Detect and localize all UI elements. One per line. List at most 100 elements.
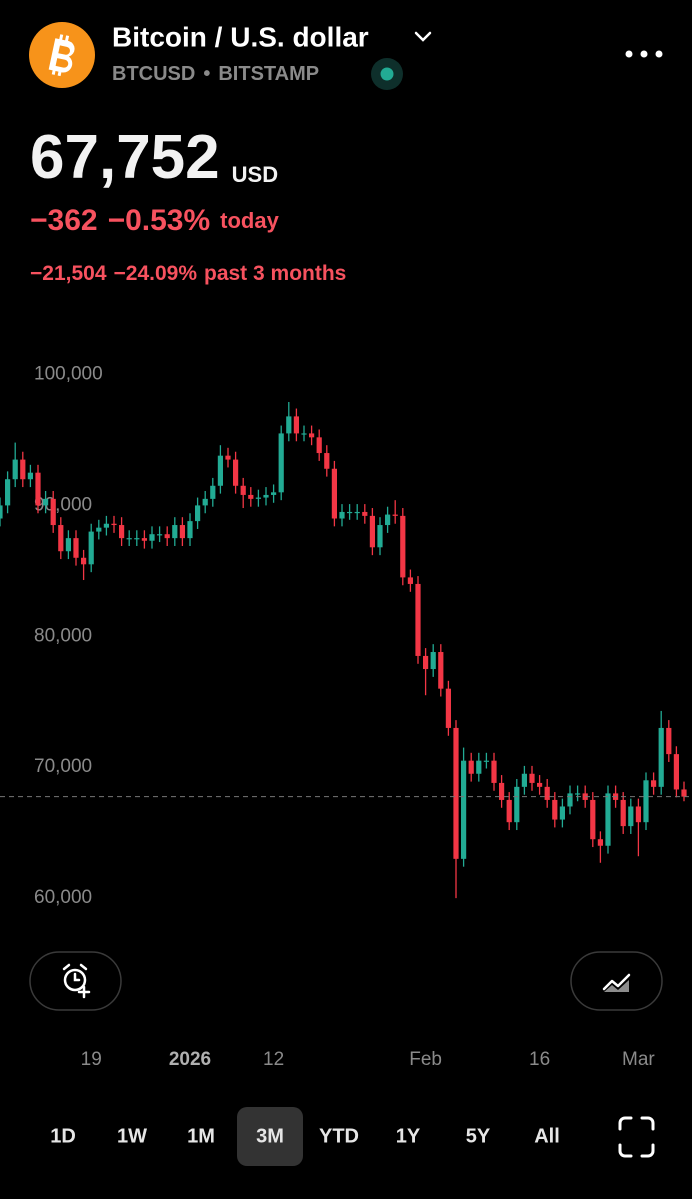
candle-body <box>286 416 292 434</box>
y-tick-label: 100,000 <box>34 364 103 385</box>
candle-body <box>666 727 672 755</box>
candle-body <box>673 754 679 790</box>
more-menu[interactable] <box>625 50 663 58</box>
candle-body <box>301 433 307 435</box>
candle-body <box>248 494 254 499</box>
candle-body <box>126 538 132 540</box>
separator: • <box>203 63 210 85</box>
candle-body <box>119 525 125 539</box>
candle-body <box>240 485 246 495</box>
ticker: BTCUSD <box>112 63 195 85</box>
x-tick-label: 12 <box>263 1049 284 1070</box>
bitcoin-logo <box>29 22 95 88</box>
candle-body <box>499 782 505 800</box>
candle-body <box>559 806 565 820</box>
candle-body <box>415 583 421 656</box>
candle-body <box>423 655 429 670</box>
candle-body <box>103 523 109 528</box>
candle-body <box>293 416 299 434</box>
candle-body <box>111 523 117 526</box>
range-button[interactable]: 1M <box>187 1125 215 1147</box>
range-button[interactable]: YTD <box>319 1125 359 1147</box>
candle-body <box>309 433 315 438</box>
candle-body <box>575 793 581 795</box>
candle-body <box>483 760 489 762</box>
candle-body <box>271 492 277 495</box>
range-active-bg <box>237 1107 303 1166</box>
candle-body <box>590 799 596 840</box>
x-tick-label: Mar <box>622 1049 655 1070</box>
candle-body <box>0 505 3 519</box>
candle-body <box>73 538 79 558</box>
candle-body <box>331 468 337 519</box>
fullscreen-button[interactable] <box>618 1116 655 1158</box>
price-chart[interactable]: 60,000 70,000 80,000 90,000 100,000 19 2026 12 F… <box>0 364 692 1070</box>
candle-body <box>597 839 603 846</box>
candle-body <box>149 534 155 541</box>
subtitle: BTCUSD • BITSTAMP <box>112 63 319 85</box>
range-button[interactable]: 3M <box>256 1125 284 1147</box>
candle-body <box>157 534 163 536</box>
candle-body <box>164 534 170 539</box>
candle-body <box>491 760 497 783</box>
candle-body <box>544 786 550 800</box>
candle-body <box>620 799 626 827</box>
range-button[interactable]: 1Y <box>396 1125 421 1147</box>
candle-body <box>43 498 49 506</box>
range-button[interactable]: 1W <box>117 1125 147 1147</box>
candle-body <box>179 525 185 539</box>
candle-body <box>195 505 201 522</box>
candle-body <box>453 727 459 859</box>
change-pct: −0.53% <box>108 204 211 237</box>
range-button[interactable]: 5Y <box>466 1125 491 1147</box>
candle-body <box>134 538 140 540</box>
candle-body <box>50 498 56 526</box>
range-button[interactable]: 1D <box>50 1125 76 1147</box>
candle-body <box>172 525 178 539</box>
candle-body <box>476 760 482 774</box>
range-button[interactable]: All <box>534 1125 560 1147</box>
candle-body <box>461 760 467 859</box>
candle-body <box>187 521 193 539</box>
candle-body <box>354 511 360 514</box>
candle-body <box>88 531 94 565</box>
candle-body <box>537 782 543 787</box>
market-status-dot <box>380 67 394 81</box>
title-chevron[interactable] <box>414 31 432 42</box>
candle-body <box>552 799 558 820</box>
period-change-pct: −24.09% <box>114 262 198 285</box>
candle-body <box>643 780 649 823</box>
range-selector: 1D 1W 1M 3M YTD 1Y 5Y All <box>50 1107 560 1166</box>
candle-body <box>407 577 413 584</box>
candle-body <box>658 727 664 787</box>
indicators-button[interactable] <box>570 951 663 1011</box>
candle-body <box>324 453 330 469</box>
candle-body <box>377 525 383 548</box>
x-tick-label: 2026 <box>169 1049 211 1070</box>
change-line: −362 −0.53% today <box>30 204 280 237</box>
candle-body <box>347 511 353 514</box>
exchange: BITSTAMP <box>218 63 319 85</box>
currency: USD <box>232 162 278 187</box>
candle-body <box>369 515 375 548</box>
candle-body <box>514 786 520 823</box>
candle-body <box>65 538 71 552</box>
candle-body <box>468 760 474 774</box>
candle-body <box>567 793 573 807</box>
candle-body <box>96 527 102 532</box>
y-tick-label: 60,000 <box>34 887 92 908</box>
candle-body <box>400 515 406 578</box>
candle-body <box>438 652 444 689</box>
alert-button[interactable] <box>29 951 122 1011</box>
candle-body <box>385 514 391 526</box>
period-change-line: −21,504 −24.09% past 3 months <box>30 262 346 285</box>
candle-body <box>278 433 284 493</box>
candle-body <box>35 472 41 506</box>
candle-body <box>392 514 398 516</box>
candle-body <box>681 789 687 797</box>
x-tick-label: 19 <box>81 1049 102 1070</box>
candle-body <box>27 472 33 480</box>
candle-body <box>202 498 208 506</box>
candle-body <box>225 455 231 460</box>
symbol-title[interactable]: Bitcoin / U.S. dollar <box>112 21 369 52</box>
